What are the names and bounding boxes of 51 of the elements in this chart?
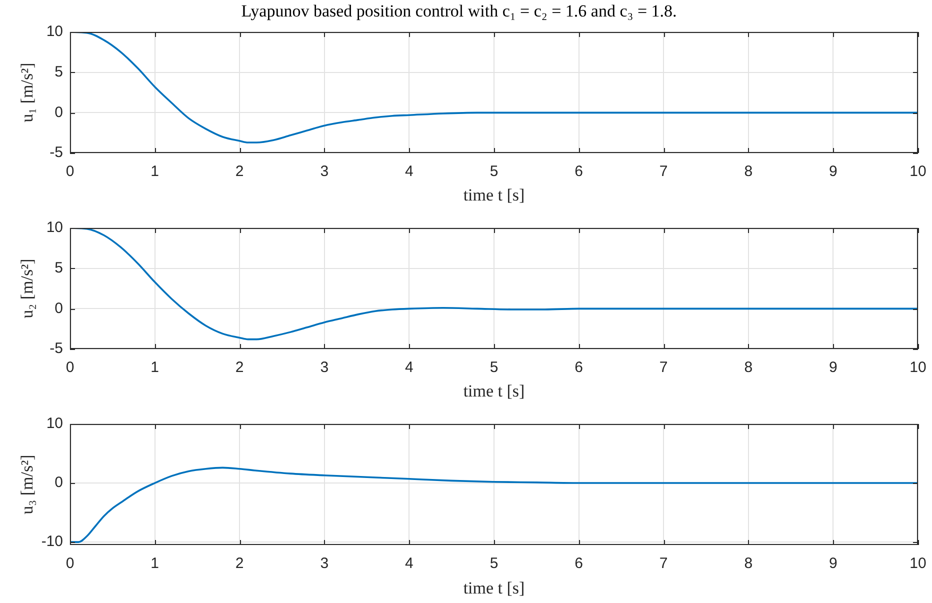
x-tick-label: 3	[320, 555, 329, 572]
x-tick-label: 6	[574, 359, 583, 376]
x-tick-label: 9	[829, 359, 838, 376]
x-tick-label: 10	[910, 163, 926, 180]
y-tick-label: 5	[54, 259, 63, 276]
y-axis-title: u₃ [m/s²]	[18, 454, 37, 514]
y-tick-label: 0	[54, 300, 63, 317]
x-tick-label: 4	[405, 555, 414, 572]
x-axis-title: time t [s]	[463, 381, 525, 400]
x-tick-label: 6	[574, 555, 583, 572]
y-tick-label: 10	[46, 219, 63, 236]
x-tick-label: 2	[235, 555, 244, 572]
x-tick-label: 4	[405, 359, 414, 376]
chart-title: Lyapunov based position control with c₁ = c₂ = 1.6 and c₃ = 1.8.	[241, 2, 677, 21]
y-axis-title: u₂ [m/s²]	[18, 258, 37, 318]
x-axis-title: time t [s]	[463, 185, 525, 204]
x-tick-label: 0	[66, 359, 74, 376]
x-tick-label: 1	[150, 555, 159, 572]
y-tick-label: 0	[54, 104, 63, 121]
x-tick-label: 7	[659, 359, 668, 376]
y-tick-label: -5	[50, 340, 63, 358]
x-tick-label: 10	[910, 359, 926, 376]
y-tick-label: 10	[46, 23, 63, 40]
x-tick-label: 0	[66, 163, 74, 180]
y-tick-label: 0	[54, 474, 63, 492]
x-tick-label: 9	[829, 163, 838, 180]
x-tick-label: 1	[150, 163, 159, 180]
x-tick-label: 5	[490, 555, 498, 572]
x-tick-label: 4	[405, 163, 414, 180]
x-tick-label: 9	[829, 555, 838, 572]
x-tick-label: 3	[320, 359, 329, 376]
x-tick-label: 2	[235, 163, 244, 180]
x-tick-label: 7	[659, 163, 668, 180]
x-tick-label: 8	[744, 359, 753, 376]
x-tick-label: 1	[150, 359, 159, 376]
y-axis-title: u₁ [m/s²]	[18, 62, 37, 122]
y-tick-label: 5	[54, 63, 63, 80]
x-tick-label: 0	[66, 555, 74, 572]
x-tick-label: 5	[490, 163, 498, 180]
y-tick-label: -10	[41, 533, 63, 550]
y-tick-label: 10	[46, 415, 63, 432]
x-tick-label: 7	[659, 555, 668, 572]
y-tick-label: -5	[50, 144, 63, 162]
x-tick-label: 8	[744, 555, 753, 572]
x-tick-label: 2	[235, 359, 244, 376]
x-tick-label: 5	[490, 359, 498, 376]
x-tick-label: 8	[744, 163, 753, 180]
x-tick-label: 6	[574, 163, 583, 180]
x-axis-title: time t [s]	[463, 578, 525, 598]
x-tick-label: 3	[320, 163, 329, 180]
x-tick-label: 10	[910, 555, 926, 572]
